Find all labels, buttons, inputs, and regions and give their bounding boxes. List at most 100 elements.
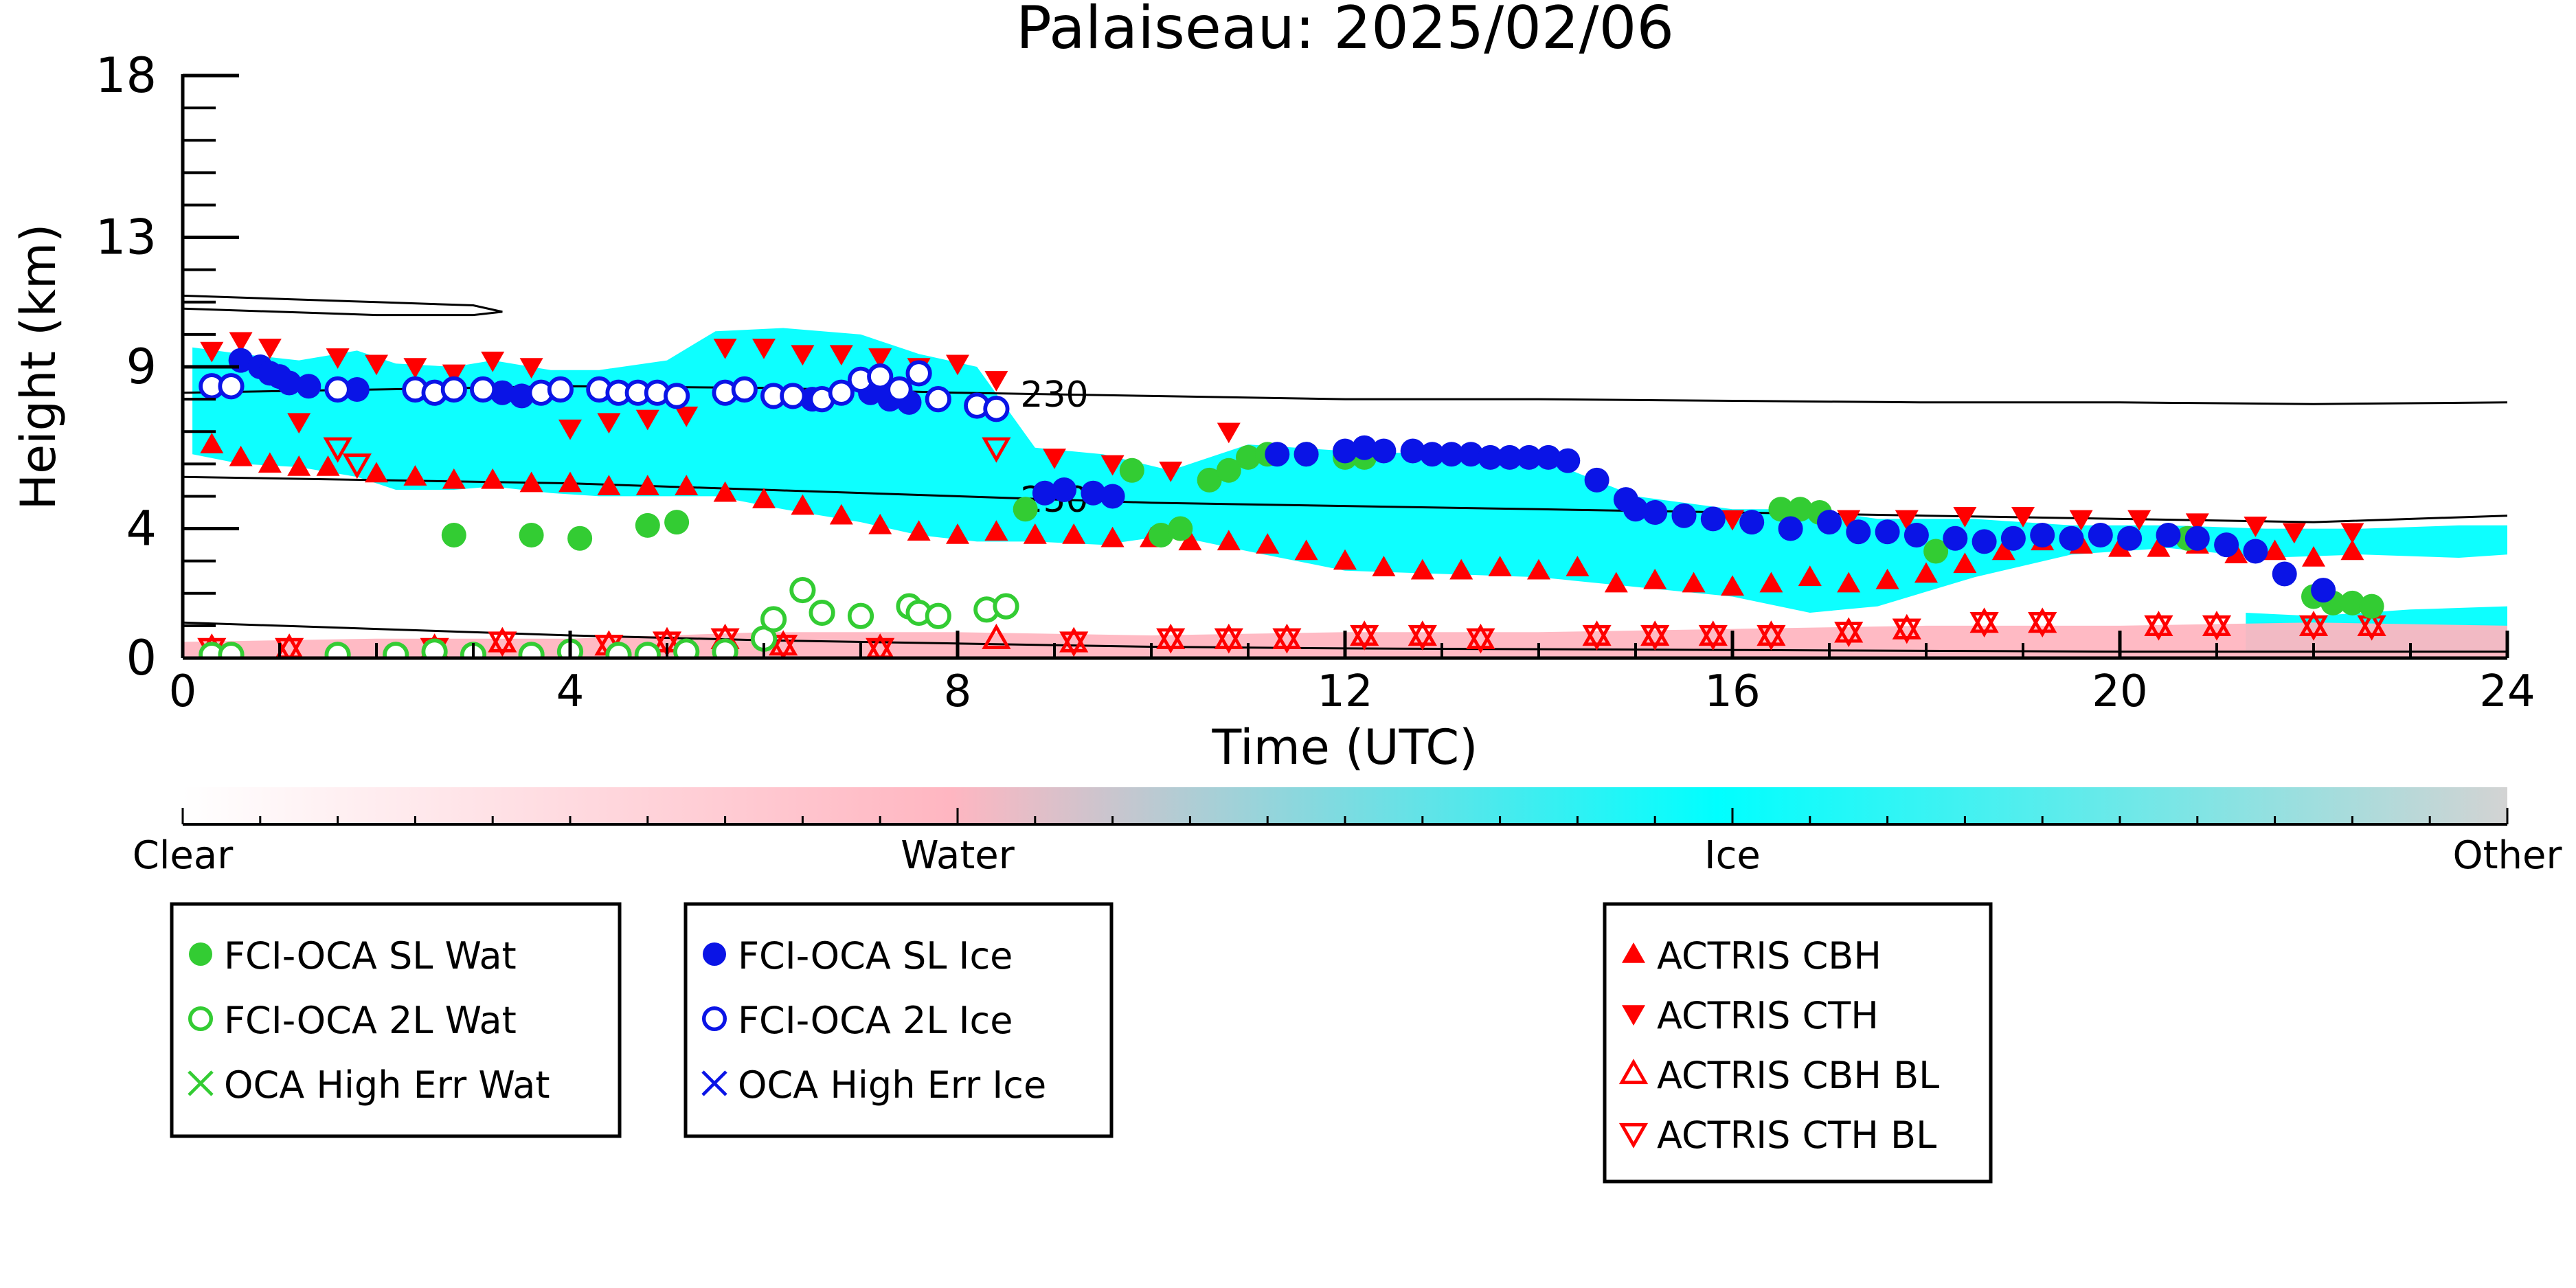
- data-point: [1100, 455, 1125, 476]
- data-point: [2069, 510, 2093, 531]
- data-point: [780, 383, 806, 409]
- data-point: [324, 642, 351, 658]
- data-point: [1272, 628, 1302, 654]
- data-point: [403, 358, 427, 379]
- data-point: [518, 642, 545, 658]
- data-point: [470, 376, 497, 403]
- contour-line-2: [183, 294, 503, 317]
- data-point: [1787, 497, 1813, 522]
- data-point: [731, 376, 758, 403]
- legend-label: ACTRIS CTH BL: [1657, 1114, 1936, 1157]
- data-point: [442, 364, 466, 385]
- legend-label: ACTRIS CTH: [1657, 994, 1879, 1037]
- data-point: [675, 475, 699, 496]
- colorbar-label-clear: Clear: [133, 833, 234, 878]
- data-point: [403, 465, 427, 486]
- legend-label: OCA High Err Ice: [738, 1063, 1046, 1107]
- legend-box-0: FCI-OCA SL Wat FCI-OCA 2L Wat OCA High Err…: [170, 902, 622, 1138]
- data-point: [2202, 615, 2232, 641]
- data-point: [1846, 519, 1871, 545]
- legend-entry: ACTRIS CTH: [1622, 994, 1879, 1037]
- data-point: [1439, 442, 1465, 467]
- data-point: [558, 419, 582, 440]
- data-point: [383, 642, 409, 658]
- data-point: [1623, 497, 1648, 522]
- data-point: [1449, 558, 1473, 580]
- legend-marker: [1618, 1122, 1649, 1149]
- legend-frame: [1603, 902, 1993, 1184]
- data-point: [2272, 561, 2297, 587]
- data-point: [2282, 523, 2306, 544]
- data-point: [2340, 523, 2364, 544]
- x-tick-label: 0: [169, 666, 197, 717]
- data-point: [1923, 539, 1949, 564]
- legend-box-1: FCI-OCA SL Ice FCI-OCA 2L Ice OCA High Err…: [683, 902, 1114, 1138]
- data-point: [886, 376, 913, 403]
- data-point: [440, 376, 467, 403]
- data-point: [1293, 442, 1319, 467]
- legend-entry: FCI-OCA SL Ice: [703, 934, 1013, 978]
- data-point: [597, 475, 621, 496]
- series-fci-oca-2l-wat: [199, 576, 1019, 658]
- legend-box-2: ACTRIS CBH ACTRIS CTH ACTRIS CBH BL ACTRIS …: [1603, 902, 1993, 1184]
- legend-marker: [701, 1070, 727, 1096]
- data-point: [558, 471, 582, 493]
- data-point: [1527, 558, 1550, 580]
- data-point: [2243, 539, 2268, 564]
- data-point: [635, 409, 659, 431]
- data-point: [344, 376, 370, 402]
- data-point: [1837, 572, 1861, 593]
- data-point: [1371, 438, 1397, 464]
- data-point: [258, 338, 282, 359]
- data-point: [2184, 526, 2210, 551]
- legends: FCI-OCA SL Wat FCI-OCA 2L Wat OCA High Err…: [170, 902, 1993, 1184]
- data-point: [1817, 510, 1842, 535]
- data-point: [984, 371, 1008, 392]
- data-point: [1294, 539, 1318, 561]
- data-point: [1265, 442, 1290, 467]
- data-point: [1350, 624, 1379, 651]
- data-point: [1756, 624, 1786, 651]
- legend-marker: [188, 1070, 214, 1096]
- data-point: [229, 332, 253, 353]
- legend-label: ACTRIS CBH BL: [1657, 1054, 1939, 1097]
- data-point: [1419, 442, 1445, 467]
- legend-marker: [1618, 1059, 1649, 1085]
- data-point: [1333, 438, 1357, 464]
- data-point: [1217, 530, 1241, 551]
- data-point: [1214, 628, 1243, 654]
- data-point: [1875, 519, 1900, 545]
- data-point: [1156, 628, 1186, 654]
- data-point: [2144, 615, 2173, 641]
- data-point: [1903, 522, 1929, 547]
- data-point: [829, 504, 853, 525]
- data-point: [1584, 467, 1609, 493]
- data-point: [1682, 572, 1706, 593]
- data-point: [2127, 510, 2151, 531]
- data-point: [1013, 497, 1038, 522]
- data-point: [1953, 552, 1977, 574]
- data-point: [1062, 523, 1086, 544]
- data-point: [218, 642, 245, 658]
- legend-frame: [683, 902, 1114, 1138]
- legend-frame: [170, 902, 622, 1138]
- series-actris-cth: [200, 332, 2364, 544]
- data-point: [1400, 438, 1425, 464]
- data-point: [769, 635, 798, 658]
- data-point: [1698, 624, 1728, 651]
- data-point: [993, 593, 1019, 620]
- data-point: [1721, 510, 1744, 531]
- data-point: [1159, 462, 1183, 482]
- data-point: [481, 351, 505, 372]
- x-tick-label: 12: [1317, 666, 1372, 717]
- legend-label: ACTRIS CBH: [1657, 934, 1882, 978]
- legend-marker: [188, 1006, 214, 1032]
- data-point: [1971, 529, 1997, 554]
- data-point: [1217, 422, 1241, 444]
- legend-label: FCI-OCA 2L Wat: [224, 999, 517, 1042]
- data-point: [287, 455, 311, 476]
- data-point: [1059, 631, 1089, 657]
- data-point: [441, 522, 466, 547]
- legend-label: FCI-OCA SL Ice: [738, 934, 1013, 978]
- data-point: [791, 494, 815, 515]
